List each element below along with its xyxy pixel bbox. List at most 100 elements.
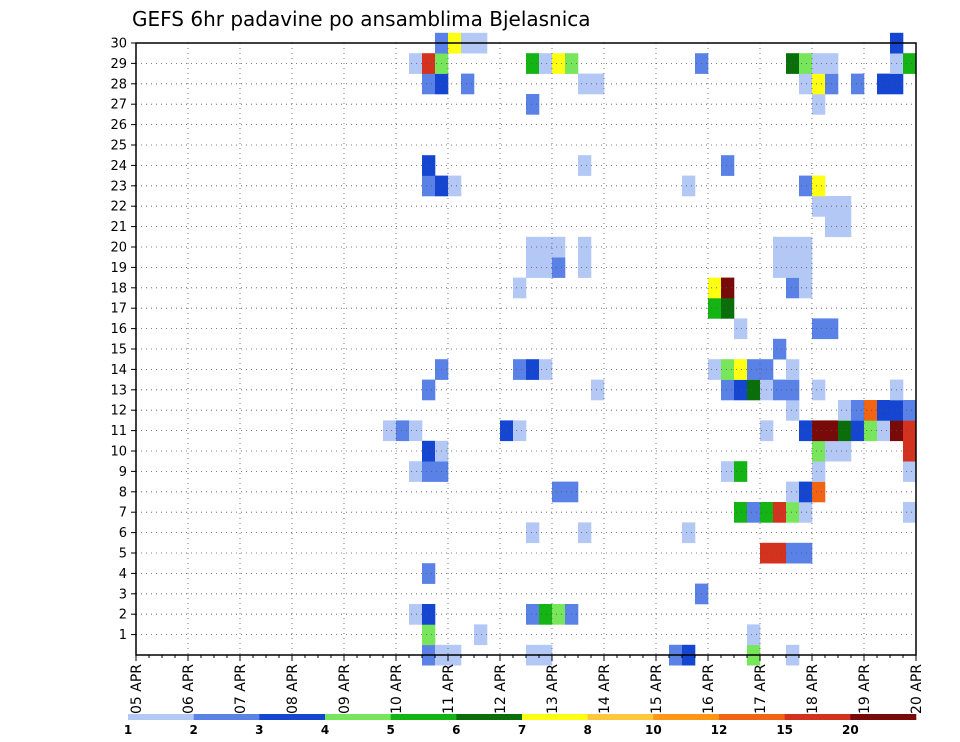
heatmap-cell — [773, 502, 787, 523]
heatmap-cell — [552, 53, 566, 74]
y-tick-label: 9 — [119, 465, 127, 480]
colorbar-label: 3 — [255, 723, 263, 737]
heatmap-cell — [799, 502, 813, 523]
x-tick-label: 13 APR — [545, 664, 561, 714]
heatmap-cell — [383, 420, 397, 442]
x-tick-label: 19 APR — [857, 664, 873, 714]
heatmap-cell — [799, 542, 813, 564]
heatmap-cell — [812, 53, 826, 74]
y-tick-label: 26 — [110, 118, 127, 133]
heatmap-cell — [812, 196, 826, 217]
heatmap-cell — [799, 420, 813, 442]
y-tick-label: 2 — [119, 608, 127, 623]
heatmap-cell — [591, 379, 605, 401]
colorbar-label: 1 — [124, 723, 132, 737]
colorbar-swatch — [193, 714, 260, 720]
heatmap-cell — [526, 53, 540, 74]
heatmap-cell — [539, 53, 553, 74]
y-tick-label: 5 — [119, 547, 127, 562]
heatmap-cell — [422, 440, 436, 462]
heatmap-cell — [734, 379, 748, 401]
x-tick-label: 06 APR — [181, 664, 197, 714]
colorbar-swatch — [259, 714, 326, 720]
heatmap-cell — [773, 542, 787, 564]
heatmap-cell — [409, 461, 423, 482]
heatmap-cell — [799, 257, 813, 278]
colorbar-label: 10 — [645, 723, 662, 737]
heatmap-cell — [734, 318, 748, 340]
colorbar-swatch — [784, 714, 851, 720]
y-tick-label: 12 — [110, 404, 127, 419]
colorbar-swatch — [719, 714, 785, 720]
heatmap-cells — [383, 32, 917, 666]
heatmap-cell — [747, 624, 761, 646]
heatmap-cell — [422, 461, 436, 482]
colorbar-label: 7 — [518, 723, 526, 737]
y-tick-label: 19 — [110, 261, 127, 276]
y-tick-label: 13 — [110, 383, 127, 398]
heatmap-cell — [578, 155, 592, 176]
heatmap-cell — [396, 420, 410, 442]
colorbar-swatch — [456, 714, 523, 720]
y-tick-label: 29 — [110, 57, 127, 72]
heatmap-cell — [812, 481, 826, 503]
heatmap-cell — [799, 175, 813, 197]
heatmap-cell — [721, 461, 735, 482]
x-tick-label: 20 APR — [909, 664, 925, 714]
heatmap-cell — [682, 175, 696, 197]
colorbar-label: 12 — [711, 723, 728, 737]
heatmap-cell — [773, 257, 787, 278]
heatmap-cell — [708, 298, 722, 319]
heatmap-cell — [721, 298, 735, 319]
heatmap-cell — [734, 461, 748, 482]
heatmap-cell — [578, 73, 592, 95]
y-tick-label: 20 — [110, 241, 127, 256]
heatmap-cell — [539, 604, 553, 625]
heatmap-cell — [422, 379, 436, 401]
heatmap-cell — [422, 604, 436, 625]
x-tick-label: 17 APR — [753, 664, 769, 714]
heatmap-cell — [877, 420, 891, 442]
y-tick-label: 1 — [119, 628, 127, 643]
heatmap-cell — [526, 236, 540, 258]
heatmap-cell — [799, 236, 813, 258]
heatmap-cell — [734, 359, 748, 380]
x-axis: 05 APR 06 APR 07 APR 08 APR 09 APR 10 APR 11 A… — [129, 655, 925, 714]
y-tick-label: 30 — [110, 37, 127, 52]
colorbar-swatch — [390, 714, 457, 720]
y-tick-label: 4 — [119, 567, 127, 582]
heatmap-cell — [773, 379, 787, 401]
heatmap-cell — [903, 502, 917, 523]
y-tick-label: 3 — [119, 587, 127, 602]
chart-title: GEFS 6hr padavine po ansamblima Bjelasni… — [132, 7, 591, 31]
heatmap-cell — [799, 73, 813, 95]
heatmap-cell — [903, 53, 917, 74]
heatmap-cell — [747, 359, 761, 380]
colorbar-label: 5 — [386, 723, 394, 737]
y-tick-label: 11 — [110, 424, 127, 439]
heatmap-cell — [786, 379, 800, 401]
heatmap-cell — [864, 420, 878, 442]
heatmap-cell — [786, 400, 800, 421]
heatmap-cell — [721, 379, 735, 401]
colorbar-label: 4 — [321, 723, 329, 737]
y-tick-label: 15 — [110, 343, 127, 358]
heatmap-cell — [539, 257, 553, 278]
y-tick-label: 24 — [110, 159, 127, 174]
y-tick-label: 6 — [119, 526, 127, 541]
heatmap-cell — [773, 338, 787, 360]
y-tick-label: 8 — [119, 485, 127, 500]
heatmap-cell — [786, 542, 800, 564]
colorbar-swatch — [325, 714, 391, 720]
heatmap-cell — [812, 318, 826, 340]
colorbar-legend: 1 2 3 4 5 6 7 8 10 12 15 20 — [124, 714, 917, 737]
x-tick-label: 18 APR — [805, 664, 821, 714]
heatmap-cell — [877, 400, 891, 421]
heatmap-cell — [409, 420, 423, 442]
y-tick-label: 14 — [110, 363, 127, 378]
colorbar-swatch — [587, 714, 654, 720]
y-tick-label: 16 — [110, 322, 127, 337]
heatmap-cell — [786, 236, 800, 258]
heatmap-cell — [422, 175, 436, 197]
heatmap-cell — [734, 502, 748, 523]
